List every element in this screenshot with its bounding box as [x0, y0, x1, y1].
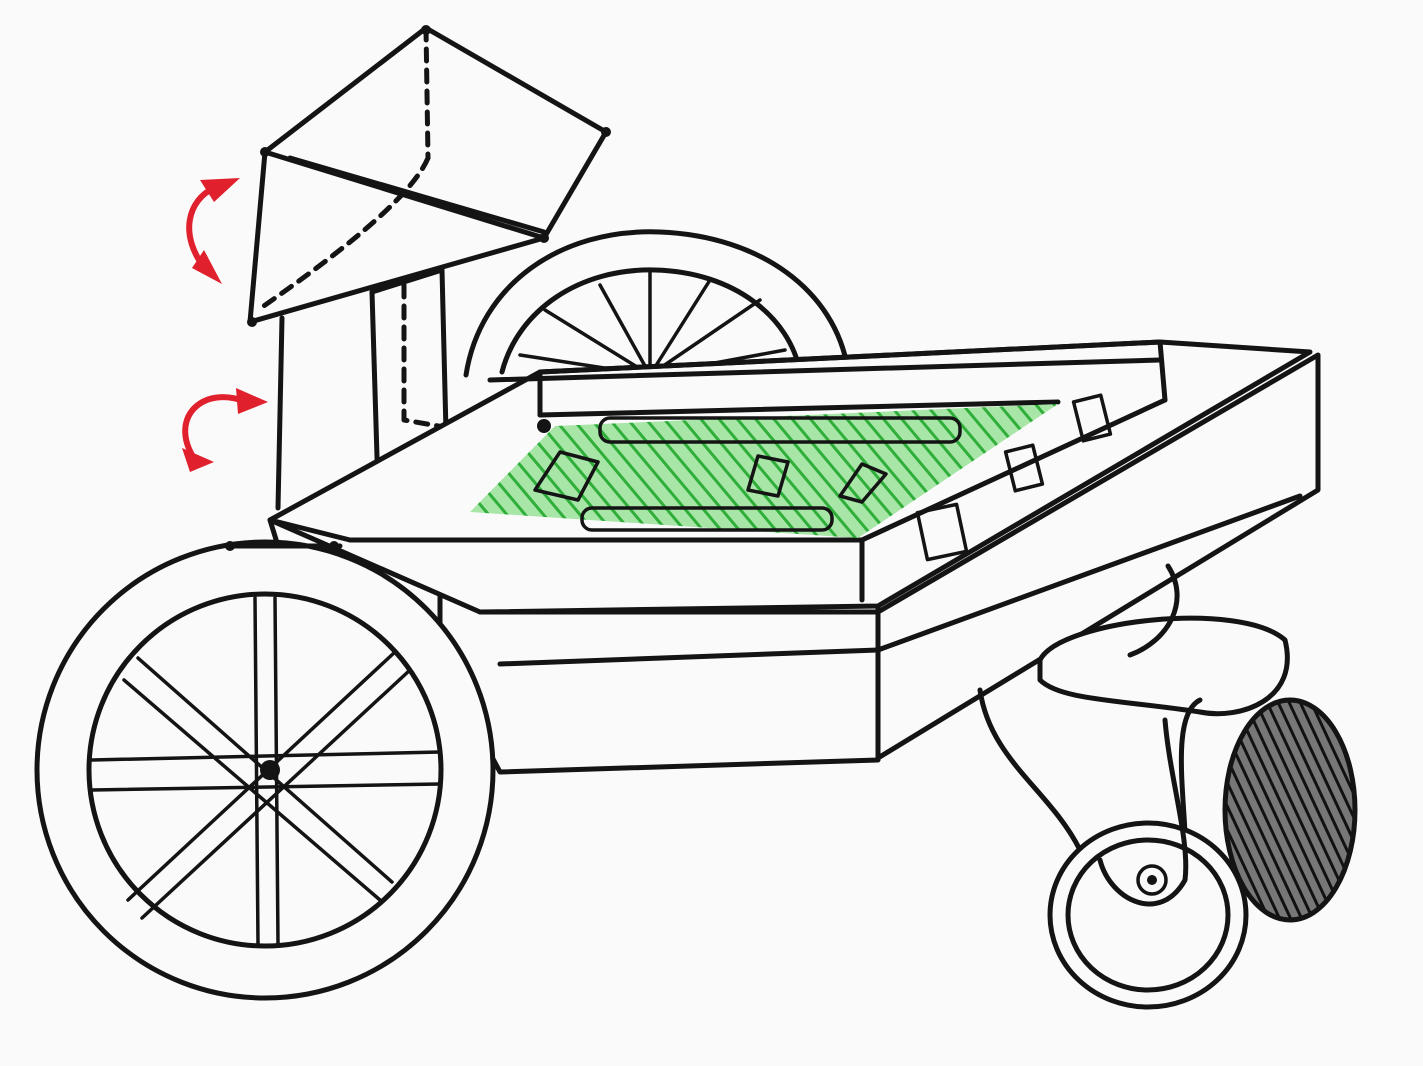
front-caster-wheel — [977, 563, 1358, 1010]
rotation-arrow-tilt — [186, 178, 240, 284]
circuit-board — [470, 404, 1058, 538]
axle-mount — [225, 517, 343, 551]
rear-left-wheel — [34, 539, 496, 1001]
rotation-arrow-pan — [182, 388, 268, 472]
pan-column — [275, 267, 453, 511]
tilting-sensor-mount — [247, 25, 611, 327]
